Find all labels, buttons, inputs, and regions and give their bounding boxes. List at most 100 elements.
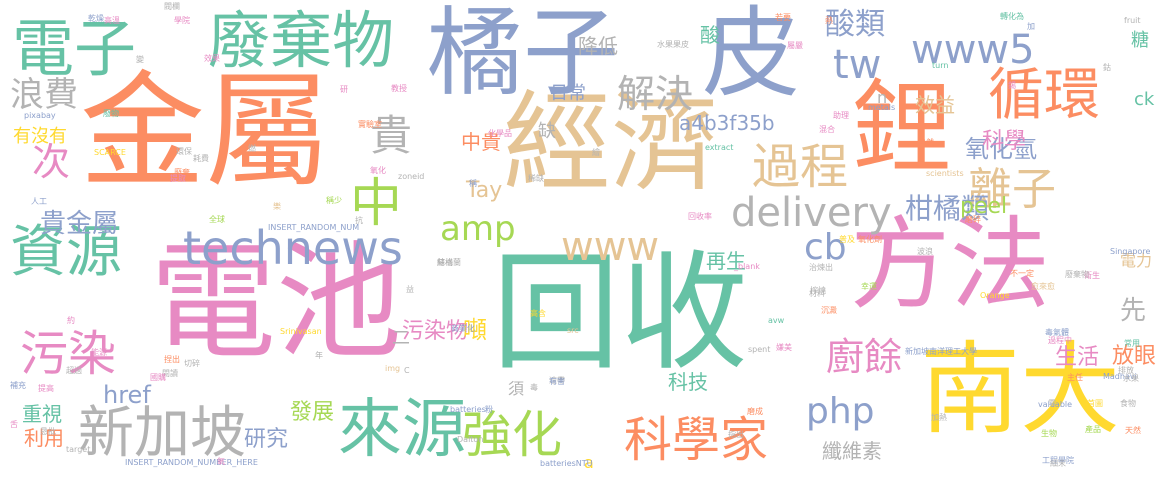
word-cjk-14: 新加坡: [78, 401, 246, 466]
word-cjk-133: 閥欄: [164, 2, 180, 11]
word-turn: turn: [932, 61, 949, 70]
word-n: n: [877, 88, 888, 107]
word-cjk-147: 波浪: [917, 247, 933, 256]
word-cjk-104: 水果: [1123, 374, 1139, 383]
word-avw: avw: [768, 316, 785, 325]
word-cjk-57: 效益: [915, 93, 955, 117]
word-zoneid: zoneid: [398, 172, 425, 181]
word-batteries: batteries: [450, 405, 486, 414]
word-cjk-6: 皮: [702, 0, 801, 111]
word-cjk-65: 噸: [463, 316, 487, 344]
word-cjk-166: 有害: [549, 377, 565, 386]
word-cjk-145: 自然: [918, 138, 934, 147]
word-cjk-171: 捏出: [164, 355, 180, 364]
word-cjk-172: 恳批: [40, 427, 56, 436]
word-cjk-34: 貴金屬: [40, 209, 119, 239]
word-cjk-163: 產品: [1085, 425, 1101, 434]
word-cjk-113: 乾燥: [88, 14, 104, 23]
word-cjk-157: 不一定: [1010, 269, 1034, 278]
word-cjk-127: 生物: [1041, 429, 1057, 438]
word-cjk-112: 首圖: [1087, 399, 1103, 408]
word-cjk-132: 屬嚴: [787, 41, 803, 50]
word-madhavi: Madhavi: [1103, 372, 1137, 381]
word-valuable: valuable: [1038, 400, 1073, 409]
word-cjk-154: 幸運: [861, 282, 877, 291]
word-cjk-11: 資源: [10, 220, 122, 285]
word-cjk-126: 蘇格蘭: [437, 258, 461, 267]
word-cjk-32: 浪費: [10, 75, 78, 115]
word-cjk-105: 約: [67, 316, 75, 325]
word-www: www: [561, 224, 660, 270]
word-blank: _blank: [734, 262, 760, 271]
word-cjk-183: 結構: [437, 258, 453, 267]
word-insert-random-number-here: INSERT_RANDOM_NUMBER_HERE: [125, 458, 258, 467]
word-tw: tw: [833, 42, 882, 88]
word-cjk-170: 切碎: [184, 359, 200, 368]
word-cjk-143: 混合: [819, 125, 835, 134]
word-cjk-0: 回收: [492, 239, 749, 388]
word-cjk-169: 超過: [66, 366, 82, 375]
word-cjk-118: 耗費: [193, 154, 209, 163]
word-cjk-7: 南大: [920, 331, 1120, 448]
word-cjk-148: 過程中: [1048, 336, 1072, 345]
word-cjk-53: 電力: [1120, 251, 1153, 270]
word-cjk-142: 氧化: [370, 166, 386, 175]
word-extract: extract: [705, 143, 734, 152]
word-cjk-42: 研究: [244, 427, 289, 452]
word-cjk-10: 電子: [12, 12, 137, 85]
word-cjk-90: 工程學院: [1042, 456, 1074, 465]
word-cjk-173: 氧: [217, 457, 225, 466]
word-cjk-137: 教授: [391, 84, 407, 93]
word-cjk-2: 金屬: [80, 60, 330, 205]
word-batteriesntu: batteriesNTU: [540, 459, 593, 468]
word-cjk-161: 加熱: [931, 413, 947, 422]
word-peel: peel: [960, 194, 1008, 219]
word-spent: spent: [748, 345, 771, 354]
word-amp: amp: [440, 209, 516, 249]
word-cjk-119: 提取: [170, 174, 186, 183]
word-cjk-63: 糖: [1131, 30, 1149, 51]
word-cjk-136: 研: [340, 85, 348, 94]
word-php: php: [806, 391, 875, 432]
word-cjk-140: 稀缺: [528, 174, 544, 183]
word-cjk-47: 發展: [290, 400, 335, 425]
word-cjk-160: 零: [1048, 399, 1056, 408]
word-cjk-146: 普及: [839, 235, 855, 244]
word-fruit: fruit: [1124, 16, 1141, 25]
word-cjk-9: 廢棄物: [208, 4, 395, 77]
word-cjk-21: 強化: [462, 406, 562, 464]
word-cjk-168: 提高: [38, 384, 54, 393]
word-metals: metals: [868, 103, 896, 112]
word-cjk-156: 廢棄物: [1065, 270, 1089, 279]
word-cjk-120: 人工: [31, 197, 47, 206]
word-cjk-184: 繪: [592, 148, 600, 157]
word-cjk-23: 離子: [968, 164, 1056, 215]
word-cjk-99: 能源: [91, 348, 107, 357]
word-delivery: delivery: [731, 190, 892, 236]
word-cjk-138: 錫: [1008, 81, 1016, 90]
word-cjk-130: 熱: [825, 16, 833, 25]
word-dalton: Dalton: [457, 435, 484, 444]
word-cjk-93: 回收率: [688, 212, 712, 221]
word-cjk-64: 須: [508, 379, 525, 398]
word-cjk-106: 年: [315, 351, 323, 360]
word-cjk-114: 高溫: [104, 16, 120, 25]
word-cjk-45: 生活: [1055, 345, 1100, 370]
word-cjk-116: 環保: [176, 147, 192, 156]
word-cjk-100: 天然: [1125, 426, 1141, 435]
word-srinivasan: Srinivasan: [280, 327, 322, 336]
word-cjk-20: 過程: [752, 139, 849, 195]
word-href: href: [103, 381, 151, 409]
word-cjk-162: 細末: [1050, 459, 1066, 468]
word-cjk-58: 降低: [578, 34, 618, 58]
word-cjk-182: 高含: [530, 309, 546, 318]
word-cjk-115: 廢物: [103, 109, 119, 118]
word-cjk-94: 氧化劑: [858, 235, 882, 244]
word-cjk-176: 舌: [10, 420, 18, 429]
word-cjk-180: 抗: [355, 216, 363, 225]
word-cjk-96: 化學品: [488, 129, 512, 138]
word-cjk-36: 氧化氫: [965, 135, 1037, 163]
word-cjk-37: 科學: [982, 129, 1027, 154]
word-cjk-177: 燃: [248, 144, 256, 153]
